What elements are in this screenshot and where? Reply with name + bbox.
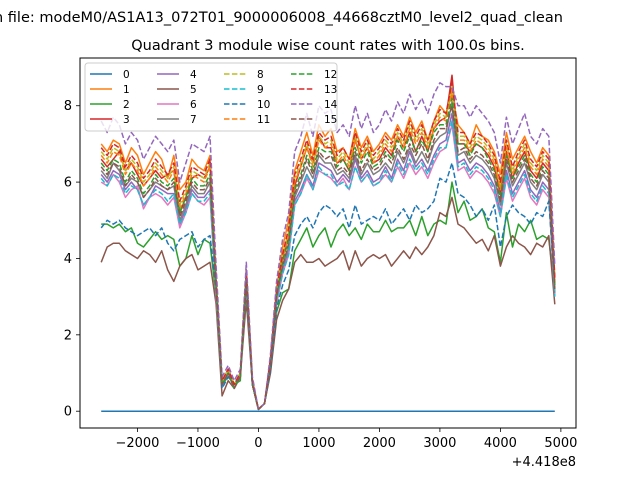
series-line-15: [100, 104, 556, 411]
x-tick-label: 2000: [363, 436, 396, 451]
legend-label-4: 4: [190, 69, 197, 81]
series-line-9: [100, 120, 556, 411]
x-axis: −2000 −1000 0 1000 2000 3000 4000 5000: [115, 428, 577, 451]
legend-label-9: 9: [257, 84, 264, 96]
x-tick-label: −1000: [176, 436, 220, 451]
legend-label-12: 12: [324, 69, 337, 81]
series-line-10: [100, 162, 556, 411]
x-tick-label: 4000: [484, 436, 517, 451]
legend-label-2: 2: [123, 99, 130, 111]
y-tick-label: 6: [64, 176, 72, 191]
legend-label-6: 6: [190, 99, 197, 111]
chart-title: Quadrant 3 module wise count rates with …: [131, 38, 525, 54]
legend-label-11: 11: [257, 114, 270, 126]
x-tick-label: 1000: [302, 436, 335, 451]
legend-label-5: 5: [190, 84, 197, 96]
legend-label-15: 15: [324, 114, 337, 126]
legend-label-7: 7: [190, 114, 197, 126]
y-tick-label: 4: [64, 252, 72, 267]
plot-frame: [79, 57, 577, 429]
legend-box: [84, 62, 338, 132]
x-tick-label: 0: [254, 436, 262, 451]
series-line-1: [100, 93, 556, 411]
series-line-13: [100, 82, 556, 411]
legend-label-10: 10: [257, 99, 270, 111]
y-tick-label: 0: [64, 405, 72, 420]
legend-label-1: 1: [123, 84, 130, 96]
y-tick-label: 8: [64, 99, 72, 114]
x-tick-label: 3000: [423, 436, 456, 451]
legend-label-14: 14: [324, 99, 338, 111]
y-tick-label: 2: [64, 328, 72, 343]
legend-label-3: 3: [123, 114, 130, 126]
x-tick-label: −2000: [115, 436, 159, 451]
figure-suptitle: n file: modeM0/AS1A13_072T01_9000006008_…: [0, 10, 563, 26]
y-axis: 0 2 4 6 8: [64, 99, 80, 420]
series-layer: [100, 74, 556, 412]
x-tick-label: 5000: [544, 436, 577, 451]
series-line-11: [100, 89, 556, 411]
series-line-5: [100, 196, 556, 411]
x-axis-offset-label: +4.418e8: [512, 455, 576, 470]
legend-label-0: 0: [123, 69, 130, 81]
legend-label-13: 13: [324, 84, 337, 96]
legend-label-8: 8: [257, 69, 264, 81]
